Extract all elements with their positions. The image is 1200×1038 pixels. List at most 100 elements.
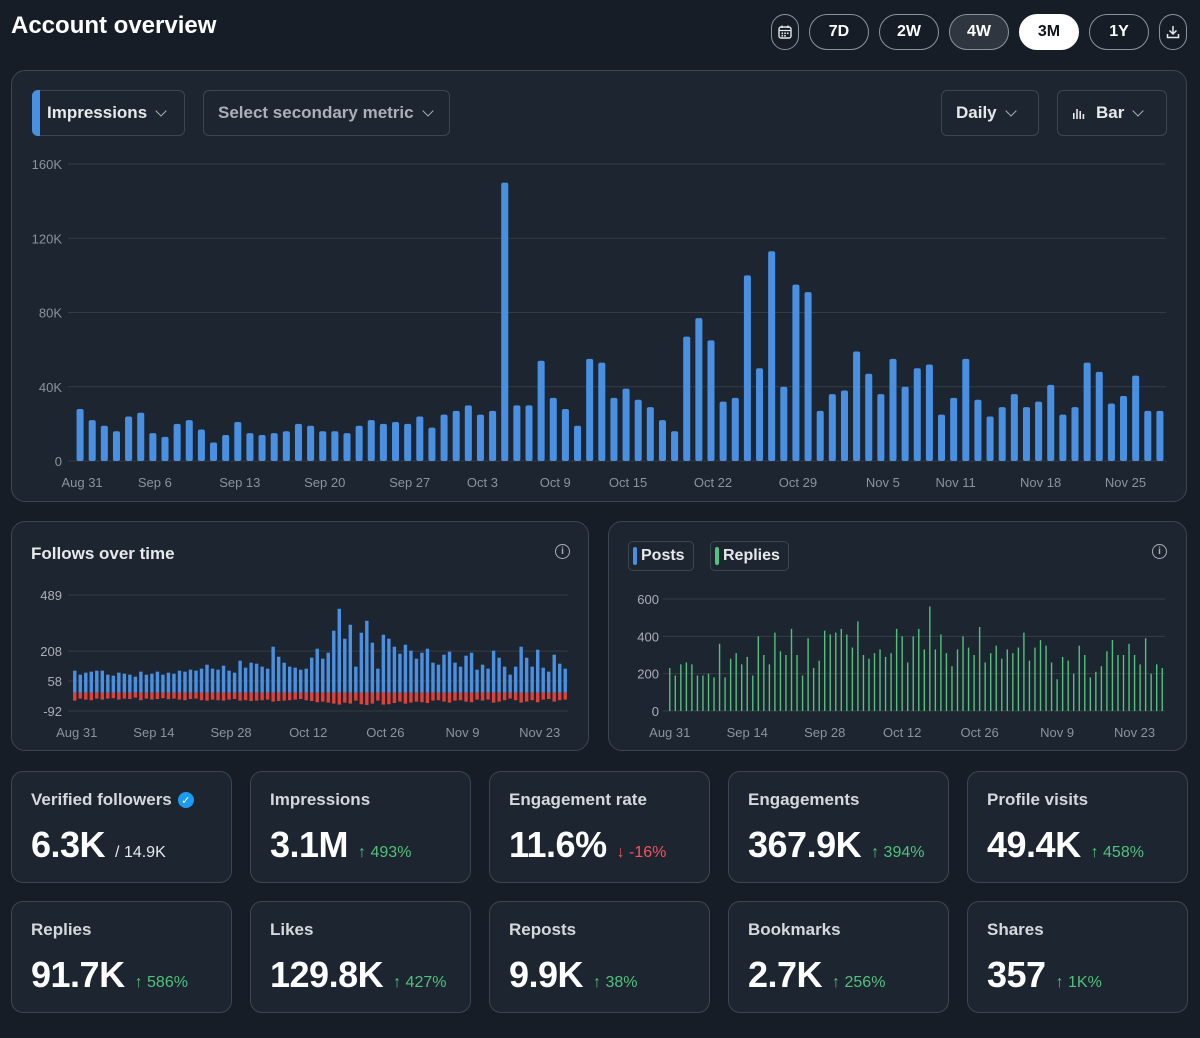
follows-bar[interactable] <box>563 668 567 693</box>
unfollows-bar[interactable] <box>387 692 391 705</box>
impressions-bar[interactable] <box>112 431 120 461</box>
follows-bar[interactable] <box>436 664 441 693</box>
impressions-bar[interactable] <box>695 318 703 461</box>
unfollows-bar[interactable] <box>343 692 347 703</box>
impressions-bar[interactable] <box>513 405 521 461</box>
unfollows-bar[interactable] <box>276 692 281 702</box>
stat-card-engagement-rate[interactable]: Engagement rate 11.6% ↓ -16% <box>489 771 710 883</box>
replies-bar[interactable] <box>1161 668 1163 711</box>
impressions-bar[interactable] <box>1071 407 1079 461</box>
replies-bar[interactable] <box>1095 671 1097 711</box>
follows-bar[interactable] <box>227 670 231 693</box>
follows-bar[interactable] <box>348 624 353 693</box>
unfollows-bar[interactable] <box>100 692 105 700</box>
follows-bar[interactable] <box>530 666 534 693</box>
range-3m-button[interactable]: 3M <box>1019 14 1079 50</box>
unfollows-bar[interactable] <box>310 692 314 702</box>
follows-bar[interactable] <box>111 675 116 693</box>
impressions-bar[interactable] <box>1095 371 1103 461</box>
follows-bar[interactable] <box>221 665 226 693</box>
unfollows-bar[interactable] <box>508 692 512 699</box>
replies-bar[interactable] <box>862 655 865 711</box>
unfollows-bar[interactable] <box>486 692 490 700</box>
unfollows-bar[interactable] <box>282 692 286 701</box>
unfollows-bar[interactable] <box>249 692 253 702</box>
follows-bar[interactable] <box>442 654 446 693</box>
replies-bar[interactable] <box>1128 643 1130 711</box>
follows-bar[interactable] <box>210 668 215 693</box>
unfollows-bar[interactable] <box>73 692 77 701</box>
replies-bar[interactable] <box>929 606 931 711</box>
impressions-bar[interactable] <box>768 251 776 461</box>
unfollows-bar[interactable] <box>232 692 237 700</box>
impressions-bar[interactable] <box>1156 410 1164 461</box>
follows-bar[interactable] <box>414 658 419 693</box>
replies-bar[interactable] <box>868 658 870 711</box>
unfollows-bar[interactable] <box>436 692 441 701</box>
replies-bar[interactable] <box>884 656 887 711</box>
unfollows-bar[interactable] <box>227 692 231 700</box>
unfollows-bar[interactable] <box>469 692 474 703</box>
replies-bar[interactable] <box>1061 656 1064 711</box>
replies-bar[interactable] <box>967 647 970 711</box>
calendar-button[interactable] <box>771 14 799 50</box>
replies-bar[interactable] <box>1017 647 1020 711</box>
primary-metric-dropdown[interactable]: Impressions <box>32 90 185 136</box>
impressions-bar[interactable] <box>634 399 642 461</box>
impressions-bar[interactable] <box>998 407 1006 461</box>
unfollows-bar[interactable] <box>216 692 220 701</box>
unfollows-bar[interactable] <box>464 692 468 702</box>
replies-bar[interactable] <box>680 664 682 711</box>
unfollows-bar[interactable] <box>304 692 308 701</box>
follows-bar[interactable] <box>480 664 485 693</box>
chart-type-dropdown[interactable]: Bar <box>1057 90 1167 136</box>
follows-bar[interactable] <box>271 646 275 693</box>
impressions-bar[interactable] <box>537 360 545 461</box>
follows-bar[interactable] <box>464 655 468 693</box>
unfollows-bar[interactable] <box>183 692 187 701</box>
follows-bar[interactable] <box>78 674 82 693</box>
impressions-bar[interactable] <box>1132 375 1140 461</box>
impressions-bar[interactable] <box>282 431 290 461</box>
follows-bar[interactable] <box>194 670 198 693</box>
unfollows-bar[interactable] <box>447 692 452 703</box>
unfollows-bar[interactable] <box>475 692 479 700</box>
replies-bar[interactable] <box>741 664 743 711</box>
replies-bar[interactable] <box>729 658 732 711</box>
follows-bar[interactable] <box>172 673 176 693</box>
stat-card-engagements[interactable]: Engagements 367.9K ↑ 394% <box>728 771 949 883</box>
replies-bar[interactable] <box>1133 655 1136 711</box>
replies-bar[interactable] <box>752 675 754 711</box>
unfollows-bar[interactable] <box>420 692 424 703</box>
replies-bar[interactable] <box>669 668 671 711</box>
stat-card-likes[interactable]: Likes 129.8K ↑ 427% <box>250 901 471 1013</box>
follows-bar[interactable] <box>315 648 319 693</box>
replies-bar[interactable] <box>746 656 748 711</box>
follows-bar[interactable] <box>216 669 220 693</box>
replies-bar[interactable] <box>774 632 776 711</box>
impressions-bar[interactable] <box>658 420 666 461</box>
impressions-bar[interactable] <box>913 368 921 461</box>
secondary-metric-dropdown[interactable]: Select secondary metric <box>203 90 450 136</box>
follows-bar[interactable] <box>155 671 160 693</box>
unfollows-bar[interactable] <box>513 692 518 701</box>
unfollows-bar[interactable] <box>199 692 204 701</box>
impressions-bar[interactable] <box>780 386 788 461</box>
follows-bar[interactable] <box>183 671 187 693</box>
follows-bar[interactable] <box>100 670 105 693</box>
unfollows-bar[interactable] <box>359 692 364 705</box>
replies-bar[interactable] <box>829 634 831 711</box>
unfollows-bar[interactable] <box>491 692 496 703</box>
follows-bar[interactable] <box>282 662 286 693</box>
interval-dropdown[interactable]: Daily <box>941 90 1039 136</box>
replies-bar[interactable] <box>763 655 765 711</box>
impressions-bar[interactable] <box>549 397 557 461</box>
impressions-bar[interactable] <box>1107 403 1115 461</box>
replies-bar[interactable] <box>918 628 920 711</box>
replies-bar[interactable] <box>796 655 798 711</box>
follows-bar[interactable] <box>392 646 397 693</box>
impressions-bar[interactable] <box>598 362 606 461</box>
replies-bar[interactable] <box>851 647 854 711</box>
impressions-bar[interactable] <box>149 433 157 461</box>
unfollows-bar[interactable] <box>502 692 507 701</box>
